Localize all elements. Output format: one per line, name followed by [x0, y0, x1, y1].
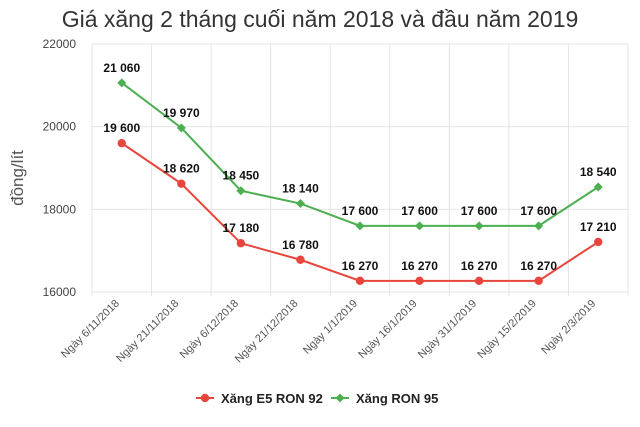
data-point[interactable] — [474, 221, 484, 231]
x-tick-label: Ngày 15/2/2019 — [475, 298, 538, 361]
data-point[interactable] — [355, 276, 365, 286]
x-tick-label: Ngày 21/12/2018 — [233, 298, 301, 366]
data-label: 17 210 — [580, 220, 617, 234]
legend-marker — [200, 393, 210, 403]
x-tick-label: Ngày 16/1/2019 — [356, 298, 419, 361]
y-tick-label: 18000 — [43, 202, 77, 216]
data-label: 17 600 — [342, 204, 379, 218]
data-label: 16 270 — [461, 259, 498, 273]
legend-label[interactable]: Xăng RON 95 — [356, 391, 438, 406]
legend-label[interactable]: Xăng E5 RON 92 — [221, 391, 323, 406]
y-tick-label: 16000 — [43, 285, 77, 299]
data-point[interactable] — [296, 255, 305, 264]
data-label: 16 270 — [342, 259, 379, 273]
series-layer — [117, 78, 603, 286]
data-label: 18 140 — [282, 182, 319, 196]
x-tick-label: Ngày 6/12/2018 — [178, 298, 241, 361]
x-tick-label: Ngày 6/11/2018 — [59, 298, 122, 361]
data-label: 18 450 — [223, 169, 260, 183]
y-tick-label: 20000 — [43, 120, 77, 134]
data-point[interactable] — [534, 221, 544, 231]
data-point[interactable] — [236, 186, 246, 196]
data-label: 19 600 — [103, 121, 140, 135]
y-axis-ticks: 16000 18000 20000 22000 — [43, 37, 77, 299]
y-tick-label: 22000 — [43, 37, 77, 51]
y-axis-label: đồng/lít — [8, 150, 27, 206]
data-label: 21 060 — [103, 61, 140, 75]
data-label: 17 600 — [461, 204, 498, 218]
x-tick-label: Ngày 2/3/2019 — [539, 298, 598, 357]
data-point[interactable] — [474, 276, 484, 286]
legend[interactable]: Xăng E5 RON 92 Xăng RON 95 — [196, 391, 438, 406]
data-point[interactable] — [117, 78, 127, 88]
data-point[interactable] — [534, 276, 543, 286]
x-tick-label: Ngày 1/1/2019 — [301, 298, 360, 357]
data-point[interactable] — [415, 276, 424, 286]
data-label: 17 180 — [223, 221, 260, 235]
data-point[interactable] — [117, 139, 126, 148]
data-label: 19 970 — [163, 106, 200, 120]
data-labels: 19 600 18 620 17 180 16 780 16 270 16 270 16 2… — [103, 61, 616, 273]
data-point[interactable] — [295, 199, 305, 209]
legend-marker — [335, 393, 345, 403]
data-point[interactable] — [415, 221, 425, 231]
data-point[interactable] — [355, 221, 365, 231]
data-label: 18 620 — [163, 162, 200, 176]
chart-title: Giá xăng 2 tháng cuối năm 2018 và đầu nă… — [62, 6, 579, 32]
data-label: 18 540 — [580, 165, 617, 179]
data-point[interactable] — [594, 237, 603, 247]
data-point[interactable] — [236, 239, 246, 248]
data-point[interactable] — [177, 179, 186, 188]
data-label: 17 600 — [401, 204, 438, 218]
data-label: 16 270 — [520, 259, 557, 273]
data-label: 16 780 — [282, 238, 319, 252]
data-label: 16 270 — [401, 259, 438, 273]
x-tick-label: Ngày 31/1/2019 — [416, 298, 479, 361]
data-point[interactable] — [593, 182, 603, 192]
data-label: 17 600 — [520, 204, 557, 218]
x-tick-label: Ngày 21/11/2018 — [114, 298, 181, 365]
data-point[interactable] — [176, 123, 186, 133]
